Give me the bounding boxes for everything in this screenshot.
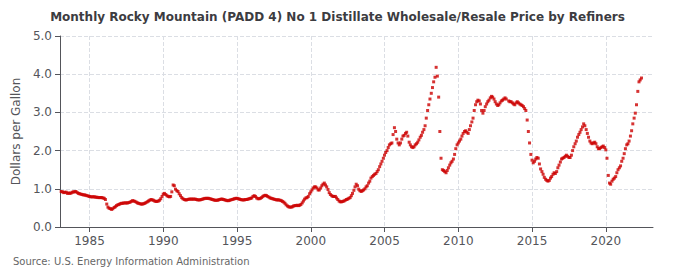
svg-text:1.0: 1.0	[33, 182, 52, 196]
svg-text:Source: U.S. Energy Informatio: Source: U.S. Energy Information Administ…	[13, 256, 250, 267]
svg-text:3.0: 3.0	[33, 105, 52, 119]
svg-text:2010: 2010	[443, 234, 474, 248]
svg-text:Dollars per Gallon: Dollars per Gallon	[9, 78, 23, 186]
svg-text:5.0: 5.0	[33, 29, 52, 43]
svg-text:4.0: 4.0	[33, 67, 52, 81]
svg-text:1995: 1995	[222, 234, 253, 248]
svg-text:2005: 2005	[369, 234, 400, 248]
svg-text:1990: 1990	[148, 234, 179, 248]
svg-text:2000: 2000	[295, 234, 326, 248]
svg-text:2.0: 2.0	[33, 144, 52, 158]
svg-text:Monthly Rocky Mountain (PADD 4: Monthly Rocky Mountain (PADD 4) No 1 Dis…	[50, 10, 625, 24]
svg-text:0.0: 0.0	[33, 220, 52, 234]
svg-text:1985: 1985	[74, 234, 105, 248]
svg-text:2015: 2015	[517, 234, 548, 248]
svg-text:2020: 2020	[591, 234, 622, 248]
